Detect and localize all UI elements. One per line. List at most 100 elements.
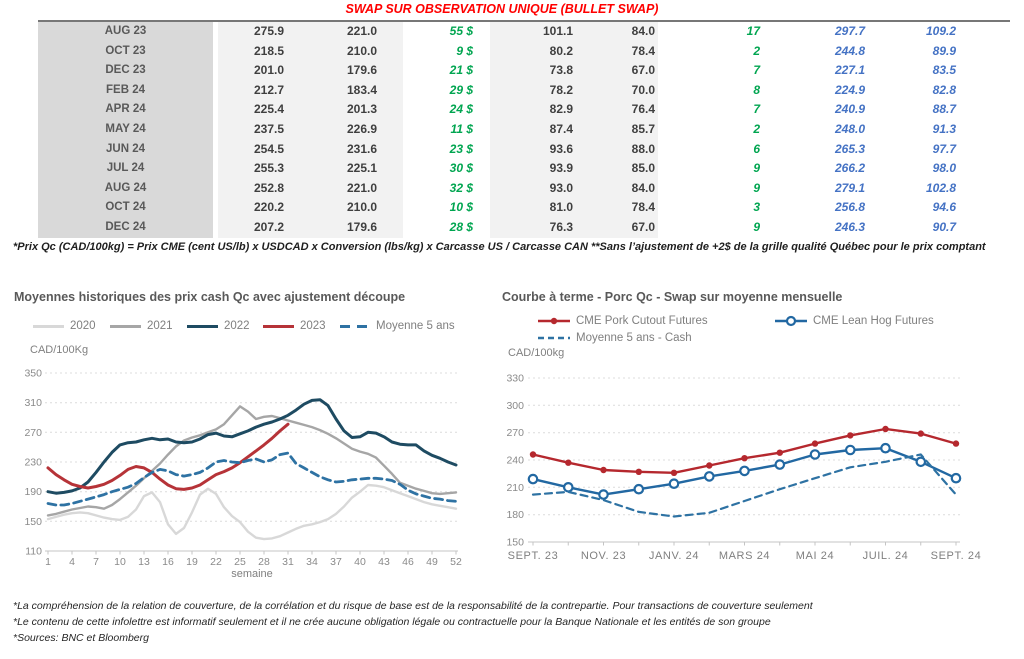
legend-label: CME Pork Cutout Futures <box>576 315 708 327</box>
axis-label: JANV. 24 <box>649 550 699 562</box>
table-cell: JUL 24 <box>38 159 213 179</box>
table-cell: 244.8 <box>834 43 865 58</box>
table-cell: 85.7 <box>590 119 658 140</box>
legend-swatch <box>263 324 294 328</box>
table-spacer <box>213 41 218 62</box>
data-point-marker <box>600 466 607 474</box>
table-spacer <box>965 178 1010 199</box>
table-cell: 85.0 <box>590 159 658 179</box>
table-cell: 102.8 <box>925 180 956 195</box>
legend-label: Moyenne 5 ans - Cash <box>576 332 692 344</box>
table-cell: 88.7 <box>932 102 956 117</box>
left-chart-title: Moyennes historiques des prix cash Qc av… <box>14 290 406 304</box>
axis-label: 7 <box>93 556 99 568</box>
table-cell: MAY 24 <box>38 119 213 140</box>
table-cell: 70.0 <box>590 80 658 101</box>
table-cell: 98.0 <box>932 161 956 176</box>
table-spacer <box>965 198 1010 218</box>
table-cell: 87.4 <box>490 119 590 140</box>
table-cell: 81.0 <box>490 198 590 218</box>
table-cell: 10 $ <box>449 200 473 215</box>
table-spacer <box>213 80 218 101</box>
table-cell: 218.5 <box>218 41 310 62</box>
table-cell: 275.9 <box>218 22 310 42</box>
legend-item-cme-pork-cutout-futures: CME Pork Cutout Futures <box>538 314 708 328</box>
legend-swatch <box>775 315 807 327</box>
axis-label: 31 <box>282 556 294 568</box>
table-cell: 82.8 <box>932 82 956 97</box>
table-cell: 76.4 <box>590 100 658 120</box>
right-chart-plot: 150 180 210 240 270 300 330 SEPT. 23 NOV. 23 JANV… <box>506 347 982 562</box>
table-cell: 23 $ <box>449 141 473 156</box>
table-cell: 84.0 <box>590 178 658 199</box>
axis-label: 350 <box>24 368 42 380</box>
axis-label: 190 <box>24 486 42 498</box>
table-cell: 6 <box>753 141 760 156</box>
legend-item-moyenne-5-ans: Moyenne 5 ans <box>340 319 455 333</box>
table-cell: 231.6 <box>310 139 403 160</box>
table-cell: 201.0 <box>218 61 310 81</box>
legend-swatch <box>538 336 570 340</box>
table-spacer <box>965 61 1010 81</box>
table-cell: 3 <box>753 200 760 215</box>
table-cell: 256.8 <box>834 200 865 215</box>
axis-label: 4 <box>69 556 75 568</box>
data-point-marker <box>811 440 819 447</box>
table-cell: 225.1 <box>310 159 403 179</box>
axis-label: 150 <box>506 536 524 548</box>
axis-label: JUIL. 24 <box>863 550 909 562</box>
table-cell: OCT 24 <box>38 198 213 218</box>
table-cell: 248.0 <box>834 121 865 136</box>
axis-label: 37 <box>330 556 342 568</box>
table-cell: 225.4 <box>218 100 310 120</box>
legend-label: 2020 <box>70 320 96 332</box>
table-cell: 179.6 <box>310 61 403 81</box>
axis-label: SEPT. 24 <box>931 550 982 562</box>
axis-label: 22 <box>210 556 222 568</box>
table-cell: 2 <box>753 43 760 58</box>
table-cell: 252.8 <box>218 178 310 199</box>
axis-label: 150 <box>24 516 42 528</box>
data-point-marker <box>847 432 854 439</box>
table-cell: 210.0 <box>310 41 403 62</box>
table-cell: 9 <box>753 161 760 176</box>
table-cell: 254.5 <box>218 139 310 160</box>
data-point-marker <box>776 449 783 456</box>
table-cell: 183.4 <box>310 80 403 101</box>
axis-label: 43 <box>378 556 390 568</box>
table-cell: 97.7 <box>932 141 956 156</box>
table-cell: 101.1 <box>490 22 590 42</box>
table-cell: 78.4 <box>590 41 658 62</box>
table-cell: 297.7 <box>834 24 865 38</box>
table-cell: 78.2 <box>490 80 590 101</box>
data-point-marker <box>952 440 960 447</box>
table-cell: 11 $ <box>450 121 473 136</box>
data-point-marker <box>844 444 856 456</box>
legend-label: CME Lean Hog Futures <box>813 315 934 327</box>
table-cell: DEC 24 <box>38 217 213 238</box>
data-point-marker <box>704 471 715 482</box>
table-cell: 221.0 <box>310 22 403 42</box>
table-cell: 240.9 <box>834 102 865 117</box>
table-cell: 83.5 <box>932 63 956 78</box>
table-cell: OCT 23 <box>38 41 213 62</box>
report-title: SWAP SUR OBSERVATION UNIQUE (BULLET SWAP… <box>345 2 659 16</box>
data-point-marker <box>565 459 572 466</box>
legend-swatch <box>187 324 218 328</box>
table-cell: FEB 24 <box>38 80 213 101</box>
table-spacer <box>213 178 218 199</box>
table-cell: 226.9 <box>310 119 403 140</box>
data-point-marker <box>598 489 609 500</box>
right-chart-title: Courbe à terme - Porc Qc - Swap sur moye… <box>502 290 843 304</box>
table-cell: 32 $ <box>449 180 473 195</box>
table-spacer <box>965 159 1010 179</box>
legend-label: 2023 <box>300 320 326 332</box>
table-cell: 224.9 <box>834 82 865 97</box>
table-cell: 76.3 <box>490 217 590 238</box>
table-cell: AUG 23 <box>38 22 213 42</box>
table-cell: 210.0 <box>310 198 403 218</box>
legend-label: Moyenne 5 ans <box>376 320 455 332</box>
table-cell: 265.3 <box>834 141 865 156</box>
axis-label: 330 <box>506 373 524 385</box>
table-cell: 17 <box>746 24 760 38</box>
